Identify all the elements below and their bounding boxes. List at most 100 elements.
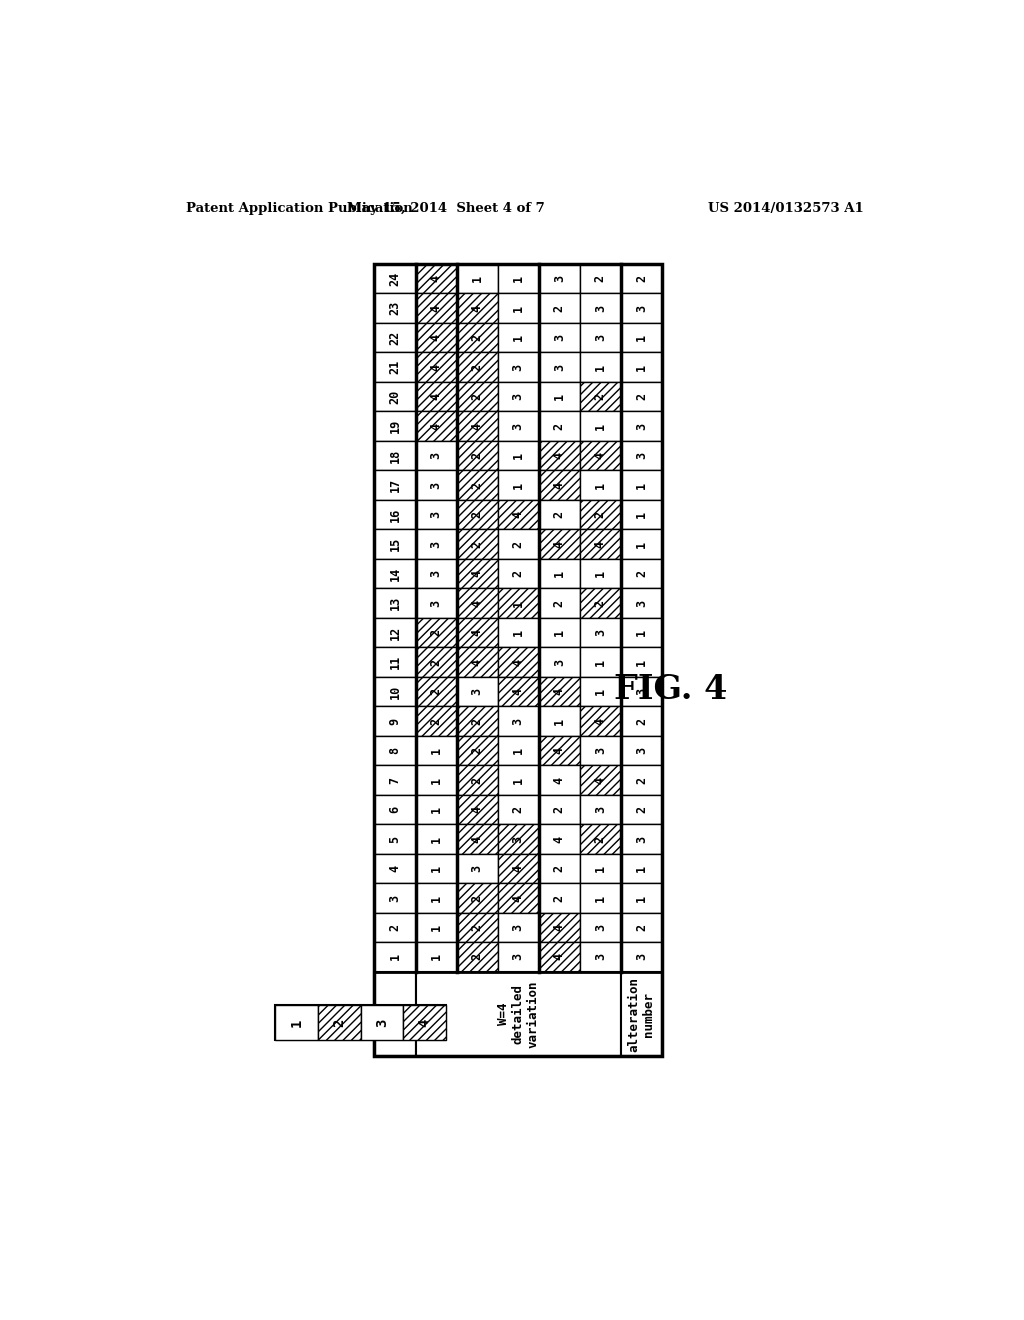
- Text: 4: 4: [471, 659, 483, 665]
- Bar: [498, 589, 539, 618]
- Text: 2: 2: [553, 511, 566, 519]
- Text: 3: 3: [429, 451, 442, 459]
- Text: 1: 1: [553, 718, 566, 725]
- Bar: [539, 264, 580, 293]
- Bar: [621, 647, 662, 677]
- Bar: [457, 412, 498, 441]
- Text: 2: 2: [594, 599, 607, 607]
- Text: 22: 22: [388, 330, 401, 345]
- Text: 3: 3: [635, 599, 648, 607]
- Text: 1: 1: [471, 275, 483, 282]
- Text: 19: 19: [388, 418, 401, 433]
- Text: 1: 1: [512, 305, 524, 312]
- Text: alteration
number: alteration number: [628, 977, 655, 1052]
- Text: 2: 2: [388, 924, 401, 931]
- Text: May 15, 2014  Sheet 4 of 7: May 15, 2014 Sheet 4 of 7: [347, 202, 545, 215]
- Text: 3: 3: [429, 482, 442, 488]
- Text: 2: 2: [635, 275, 648, 282]
- Bar: [498, 883, 539, 912]
- Text: 1: 1: [429, 836, 442, 842]
- Text: 3: 3: [635, 422, 648, 429]
- Text: 2: 2: [471, 511, 483, 519]
- Bar: [375, 381, 416, 412]
- Bar: [498, 470, 539, 500]
- Text: 3: 3: [553, 659, 566, 665]
- Bar: [416, 824, 457, 854]
- Text: 3: 3: [512, 422, 524, 429]
- Text: 1: 1: [635, 628, 648, 636]
- Text: 1: 1: [512, 275, 524, 282]
- Text: 2: 2: [553, 422, 566, 429]
- Text: 2: 2: [553, 895, 566, 902]
- Bar: [416, 795, 457, 824]
- Text: 4: 4: [594, 718, 607, 725]
- Bar: [416, 529, 457, 558]
- Text: 4: 4: [553, 688, 566, 696]
- Text: 14: 14: [388, 566, 401, 581]
- Bar: [457, 795, 498, 824]
- Text: 2: 2: [429, 718, 442, 725]
- Bar: [539, 735, 580, 766]
- Bar: [457, 500, 498, 529]
- Text: 1: 1: [290, 1019, 303, 1027]
- Text: 3: 3: [594, 807, 607, 813]
- Bar: [498, 264, 539, 293]
- Bar: [416, 883, 457, 912]
- Bar: [539, 766, 580, 795]
- Bar: [375, 264, 662, 1056]
- Text: 1: 1: [512, 599, 524, 607]
- Text: 2: 2: [635, 807, 648, 813]
- Bar: [416, 854, 457, 883]
- Bar: [580, 706, 621, 735]
- Bar: [498, 942, 539, 972]
- Bar: [498, 352, 539, 381]
- Bar: [539, 529, 580, 558]
- Text: 1: 1: [594, 865, 607, 873]
- Text: 3: 3: [594, 334, 607, 341]
- Text: 3: 3: [553, 363, 566, 371]
- Text: 3: 3: [635, 836, 648, 842]
- Text: 3: 3: [594, 305, 607, 312]
- Bar: [498, 381, 539, 412]
- Bar: [498, 854, 539, 883]
- Text: 3: 3: [635, 688, 648, 696]
- Bar: [498, 795, 539, 824]
- Bar: [416, 618, 457, 647]
- Text: 4: 4: [429, 275, 442, 282]
- Bar: [375, 824, 416, 854]
- Bar: [621, 470, 662, 500]
- Text: 2: 2: [594, 275, 607, 282]
- Bar: [539, 824, 580, 854]
- Text: 3: 3: [512, 363, 524, 371]
- Text: 1: 1: [635, 865, 648, 873]
- Bar: [580, 766, 621, 795]
- Text: 16: 16: [388, 507, 401, 521]
- Bar: [621, 589, 662, 618]
- Text: 1: 1: [594, 422, 607, 429]
- Bar: [580, 381, 621, 412]
- Text: 4: 4: [512, 688, 524, 696]
- Bar: [621, 677, 662, 706]
- Bar: [403, 1006, 445, 1040]
- Text: 4: 4: [553, 924, 566, 931]
- Bar: [580, 618, 621, 647]
- Bar: [416, 441, 457, 470]
- Bar: [539, 293, 580, 323]
- Text: 1: 1: [594, 570, 607, 577]
- Bar: [539, 795, 580, 824]
- Bar: [539, 500, 580, 529]
- Bar: [580, 942, 621, 972]
- Bar: [580, 912, 621, 942]
- Bar: [416, 972, 621, 1056]
- Text: 2: 2: [635, 776, 648, 784]
- Text: 1: 1: [635, 659, 648, 665]
- Bar: [621, 883, 662, 912]
- Bar: [539, 883, 580, 912]
- Text: 15: 15: [388, 537, 401, 552]
- Text: 8: 8: [388, 747, 401, 754]
- Bar: [457, 706, 498, 735]
- Text: 2: 2: [429, 628, 442, 636]
- Bar: [416, 352, 457, 381]
- Text: 3: 3: [512, 718, 524, 725]
- Bar: [539, 441, 580, 470]
